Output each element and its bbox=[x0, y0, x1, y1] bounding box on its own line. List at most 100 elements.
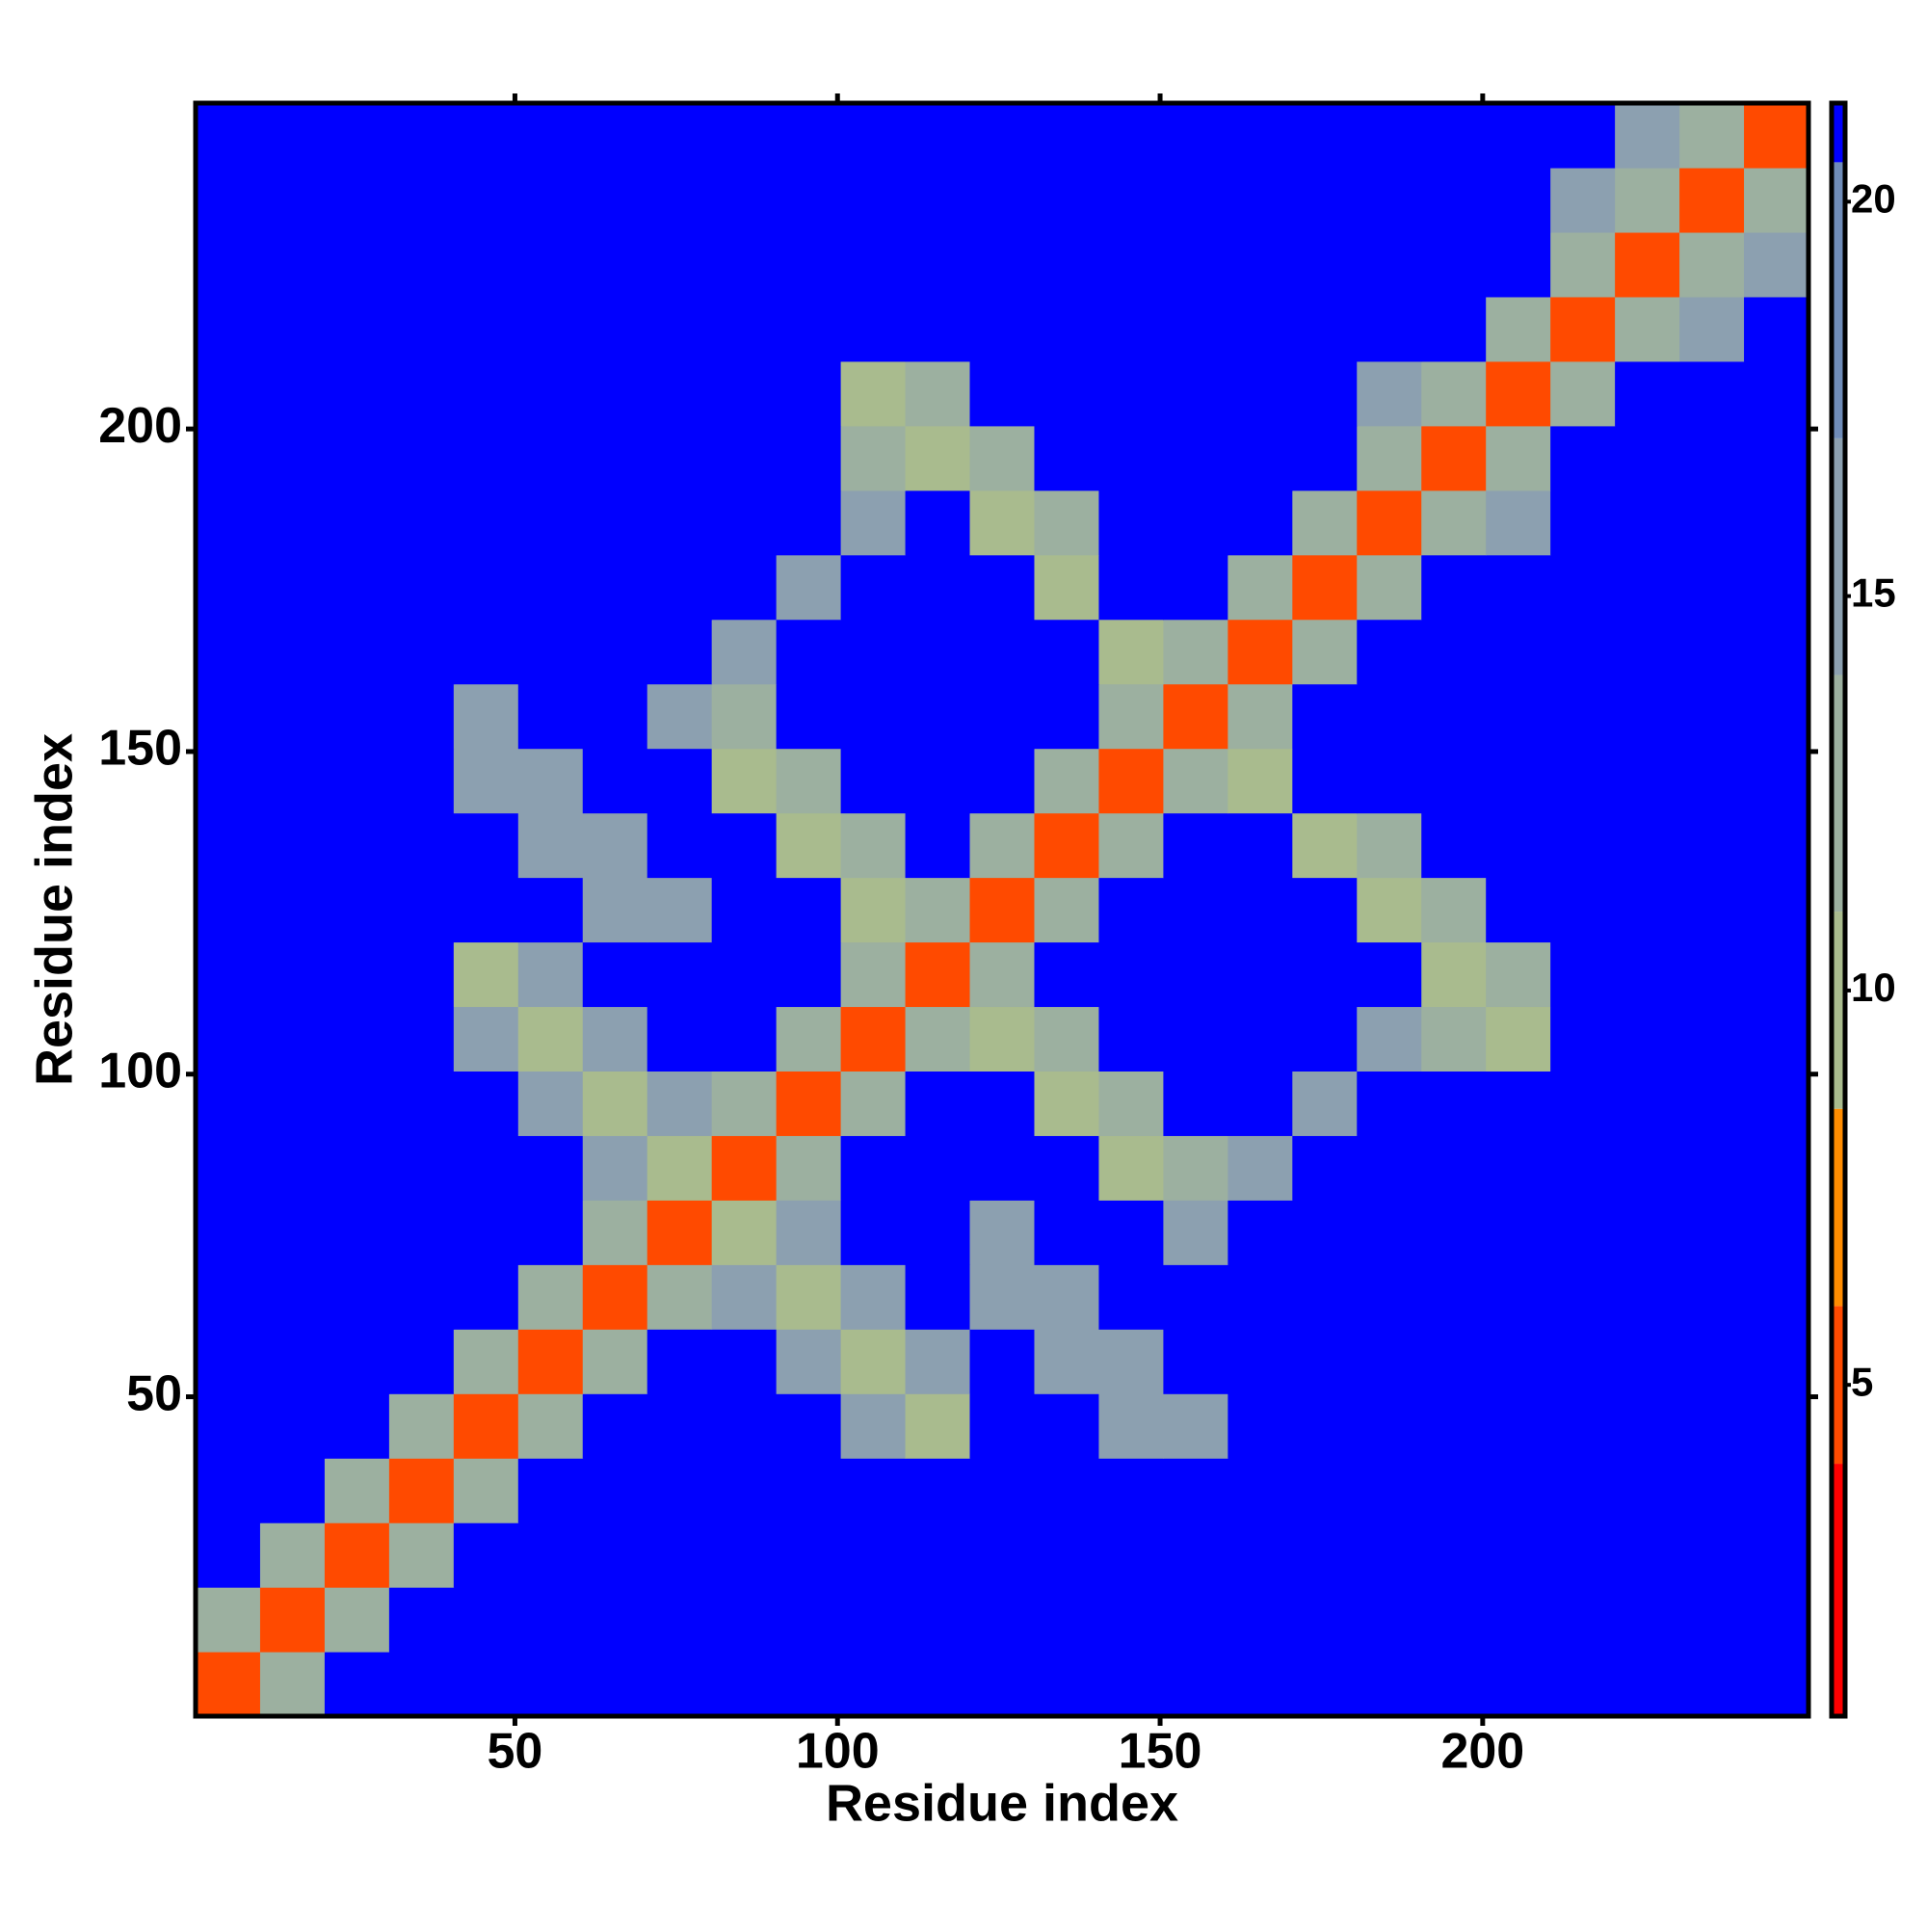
heatmap-cell bbox=[1163, 1522, 1228, 1588]
heatmap-cell bbox=[196, 103, 261, 169]
heatmap-cell bbox=[1227, 425, 1293, 491]
heatmap-cell bbox=[969, 1652, 1036, 1717]
heatmap-cell bbox=[1227, 1329, 1293, 1394]
heatmap-cell bbox=[1679, 554, 1745, 621]
heatmap-cell bbox=[324, 167, 390, 233]
heatmap-cell bbox=[1227, 360, 1293, 427]
heatmap-cell bbox=[582, 231, 648, 298]
heatmap-cell bbox=[1679, 1587, 1745, 1653]
heatmap-cell bbox=[388, 1329, 455, 1394]
heatmap-cell bbox=[1034, 1458, 1100, 1523]
colorbar-segment bbox=[1832, 103, 1845, 163]
heatmap-cell bbox=[1357, 1329, 1422, 1394]
heatmap-cell bbox=[453, 1652, 519, 1717]
heatmap-cell bbox=[1292, 103, 1358, 169]
heatmap-cell bbox=[711, 748, 778, 814]
heatmap-cell bbox=[1550, 748, 1616, 814]
heatmap-cell bbox=[1486, 812, 1551, 879]
heatmap-cell bbox=[905, 619, 971, 685]
heatmap-cell bbox=[196, 619, 261, 685]
heatmap-cell bbox=[1679, 1135, 1745, 1201]
heatmap-cell bbox=[776, 1522, 842, 1588]
colorbar-segment bbox=[1832, 912, 1845, 1109]
heatmap-cell bbox=[1292, 941, 1358, 1008]
heatmap-cell bbox=[582, 877, 648, 943]
heatmap-cell bbox=[1744, 554, 1809, 621]
heatmap-cell bbox=[324, 877, 390, 943]
heatmap-cell bbox=[582, 619, 648, 685]
heatmap-cell bbox=[517, 296, 584, 362]
heatmap-cell bbox=[840, 167, 907, 233]
heatmap-cell bbox=[453, 490, 519, 556]
heatmap-cell bbox=[905, 231, 971, 298]
heatmap-cell bbox=[517, 877, 584, 943]
heatmap-cell bbox=[1034, 231, 1100, 298]
heatmap-cell bbox=[840, 1264, 907, 1330]
heatmap-cell bbox=[1098, 167, 1164, 233]
heatmap-cell bbox=[1744, 1006, 1809, 1072]
heatmap-cell bbox=[388, 748, 455, 814]
heatmap-cell bbox=[1163, 1071, 1228, 1136]
heatmap-cell bbox=[1486, 167, 1551, 233]
heatmap-cell bbox=[647, 812, 713, 879]
heatmap-cell bbox=[1292, 1393, 1358, 1459]
heatmap-cell bbox=[582, 1393, 648, 1459]
heatmap-cell bbox=[1034, 1652, 1100, 1717]
heatmap-cell bbox=[1744, 941, 1809, 1008]
heatmap-cell bbox=[1615, 1587, 1680, 1653]
heatmap-cell bbox=[905, 1329, 971, 1394]
heatmap-cell bbox=[1227, 490, 1293, 556]
heatmap-cell bbox=[196, 1329, 261, 1394]
heatmap-cell bbox=[1357, 167, 1422, 233]
heatmap-cell bbox=[969, 425, 1036, 491]
heatmap-cell bbox=[840, 683, 907, 750]
heatmap-cell bbox=[1615, 360, 1680, 427]
heatmap-cell bbox=[647, 748, 713, 814]
heatmap-cell bbox=[1227, 1264, 1293, 1330]
heatmap-cell bbox=[1615, 1264, 1680, 1330]
heatmap-cell bbox=[259, 1652, 326, 1717]
heatmap-cell bbox=[517, 812, 584, 879]
heatmap-cell bbox=[196, 1006, 261, 1072]
heatmap-cell bbox=[969, 941, 1036, 1008]
heatmap-cell bbox=[1034, 1522, 1100, 1588]
heatmap-cell bbox=[1744, 1587, 1809, 1653]
heatmap-cell bbox=[1034, 1071, 1100, 1136]
heatmap-cell bbox=[840, 490, 907, 556]
heatmap-cell bbox=[196, 1135, 261, 1201]
heatmap-cell bbox=[453, 554, 519, 621]
colorbar-segment bbox=[1832, 1464, 1845, 1716]
heatmap-cell bbox=[905, 1006, 971, 1072]
heatmap-cell bbox=[1421, 683, 1487, 750]
heatmap-cell bbox=[711, 231, 778, 298]
heatmap-cell bbox=[647, 167, 713, 233]
heatmap-cell bbox=[969, 1071, 1036, 1136]
heatmap-cell bbox=[1098, 619, 1164, 685]
heatmap-cell bbox=[905, 296, 971, 362]
heatmap-cell bbox=[1292, 1071, 1358, 1136]
heatmap-cell bbox=[453, 877, 519, 943]
heatmap-cell bbox=[1615, 1458, 1680, 1523]
heatmap-cell bbox=[517, 1393, 584, 1459]
heatmap-cell bbox=[517, 1329, 584, 1394]
heatmap-cell bbox=[1486, 1458, 1551, 1523]
heatmap-cell bbox=[1744, 1393, 1809, 1459]
heatmap-cell bbox=[582, 941, 648, 1008]
heatmap-cell bbox=[196, 360, 261, 427]
heatmap-cell bbox=[647, 1393, 713, 1459]
heatmap-cell bbox=[582, 1006, 648, 1072]
heatmap-cell bbox=[969, 103, 1036, 169]
heatmap-cell bbox=[196, 231, 261, 298]
heatmap-cell bbox=[647, 103, 713, 169]
colorbar-tick-label: 5 bbox=[1851, 1359, 1873, 1404]
heatmap-cell bbox=[1486, 1587, 1551, 1653]
heatmap-cell bbox=[1357, 941, 1422, 1008]
heatmap-cell bbox=[453, 941, 519, 1008]
heatmap-cell bbox=[840, 1071, 907, 1136]
heatmap-cell bbox=[1227, 554, 1293, 621]
heatmap-cell bbox=[1615, 812, 1680, 879]
heatmap-cell bbox=[453, 167, 519, 233]
heatmap-cell bbox=[1486, 296, 1551, 362]
heatmap-cell bbox=[840, 1135, 907, 1201]
